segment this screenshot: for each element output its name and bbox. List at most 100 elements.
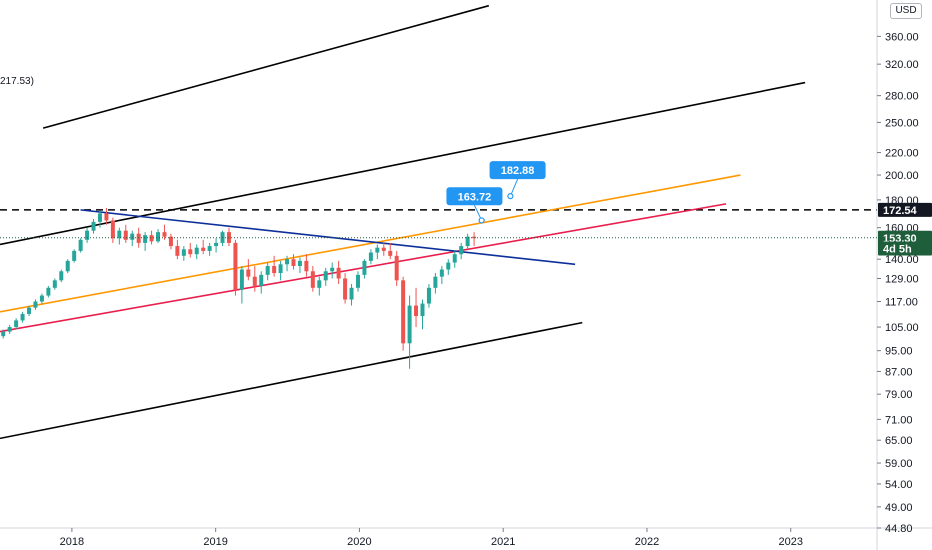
candle-body bbox=[181, 249, 186, 256]
candle-body bbox=[362, 260, 367, 275]
y-tick-label: 140.00 bbox=[885, 254, 919, 266]
y-tick-label: 129.00 bbox=[885, 273, 919, 285]
callout-box-0[interactable] bbox=[489, 161, 546, 180]
trendline-2[interactable] bbox=[0, 81, 806, 246]
candle-body bbox=[259, 274, 264, 286]
y-tick-label: 65.00 bbox=[885, 435, 913, 447]
y-tick-label: 49.00 bbox=[885, 502, 913, 514]
candle-body bbox=[394, 255, 399, 281]
x-tick-label: 2019 bbox=[203, 536, 227, 548]
candle-body bbox=[156, 232, 161, 242]
candle-body bbox=[52, 280, 57, 288]
candle-body bbox=[97, 213, 102, 222]
candle-body bbox=[465, 236, 470, 247]
candle-body bbox=[407, 305, 412, 344]
x-tick-label: 2021 bbox=[491, 536, 515, 548]
candle-body bbox=[375, 247, 380, 253]
pitchfork-label: 217.53) bbox=[0, 76, 34, 87]
candle-body bbox=[39, 295, 44, 302]
x-tick-label: 2022 bbox=[635, 536, 659, 548]
trendline-4[interactable] bbox=[0, 174, 741, 313]
callout-label: 182.88 bbox=[501, 165, 535, 177]
candle-body bbox=[323, 271, 328, 281]
candle-body bbox=[136, 233, 141, 243]
y-tick-label: 59.00 bbox=[885, 458, 913, 470]
price-tag-label: 172.54 bbox=[883, 205, 918, 217]
candle-body bbox=[368, 252, 373, 261]
candle-body bbox=[439, 269, 444, 277]
candle-body bbox=[252, 276, 257, 286]
candle-body bbox=[297, 260, 302, 267]
candle-body bbox=[459, 246, 464, 255]
candle-body bbox=[188, 249, 193, 255]
candle-body bbox=[285, 259, 290, 265]
candle-body bbox=[27, 307, 32, 314]
candle-body bbox=[85, 230, 90, 240]
candle-body bbox=[420, 303, 425, 317]
candle-body bbox=[433, 276, 438, 288]
price-tag-label: 4d 5h bbox=[883, 243, 912, 255]
y-tick-label: 320.00 bbox=[885, 59, 919, 71]
candle-body bbox=[123, 230, 128, 240]
candle-body bbox=[143, 235, 148, 243]
trendline-1[interactable] bbox=[42, 4, 490, 129]
candle-body bbox=[175, 246, 180, 256]
candle-body bbox=[46, 287, 51, 296]
candle-body bbox=[14, 320, 19, 328]
y-tick-label: 44.80 bbox=[885, 523, 913, 535]
candle-body bbox=[246, 269, 251, 277]
candle-body bbox=[381, 247, 386, 251]
callouts: 182.88 163.72 bbox=[446, 161, 546, 224]
candle-body bbox=[414, 305, 419, 317]
callout-anchor bbox=[507, 193, 514, 200]
candle-body bbox=[207, 246, 212, 251]
trendlines[interactable] bbox=[0, 4, 877, 440]
y-tick-label: 360.00 bbox=[885, 31, 919, 43]
y-tick-label: 54.00 bbox=[885, 479, 913, 491]
candle-body bbox=[401, 280, 406, 344]
candle-body bbox=[162, 232, 167, 237]
candle-body bbox=[194, 247, 199, 255]
callout-anchor bbox=[478, 217, 485, 224]
price-tag-2 bbox=[878, 241, 932, 256]
candle-body bbox=[201, 247, 206, 251]
candle-body bbox=[426, 287, 431, 304]
candle-body bbox=[7, 327, 12, 332]
candle-body bbox=[91, 221, 96, 231]
y-tick-label: 71.00 bbox=[885, 414, 913, 426]
candle-body bbox=[117, 230, 122, 239]
candle-body bbox=[33, 301, 38, 308]
price-tag-1 bbox=[878, 230, 932, 245]
candle-body bbox=[72, 250, 77, 261]
candle-body bbox=[278, 264, 283, 274]
candle-body bbox=[272, 266, 277, 274]
candle-body bbox=[304, 260, 309, 272]
trendline-3[interactable] bbox=[0, 321, 583, 440]
x-tick-label: 2018 bbox=[60, 536, 84, 548]
y-tick-label: 79.00 bbox=[885, 389, 913, 401]
trendline-6[interactable] bbox=[80, 209, 576, 266]
y-tick-label: 200.00 bbox=[885, 170, 919, 182]
candle-body bbox=[317, 280, 322, 288]
y-tick-label: 95.00 bbox=[885, 346, 913, 358]
candle-body bbox=[168, 236, 173, 247]
y-tick-label: 105.00 bbox=[885, 322, 919, 334]
candle-body bbox=[1, 331, 6, 337]
candle-body bbox=[336, 267, 341, 279]
candle-body bbox=[65, 260, 70, 272]
candle-body bbox=[149, 235, 154, 242]
candle-body bbox=[265, 266, 270, 275]
candle-body bbox=[59, 271, 64, 281]
callout-box-1[interactable] bbox=[446, 187, 503, 206]
candle-body bbox=[110, 220, 115, 239]
x-tick-label: 2020 bbox=[347, 536, 371, 548]
candle-body bbox=[78, 239, 83, 251]
candle-body bbox=[452, 254, 457, 263]
y-tick-label: 117.00 bbox=[885, 297, 918, 309]
currency-selector[interactable]: USD bbox=[890, 3, 922, 19]
candle-body bbox=[330, 267, 335, 272]
